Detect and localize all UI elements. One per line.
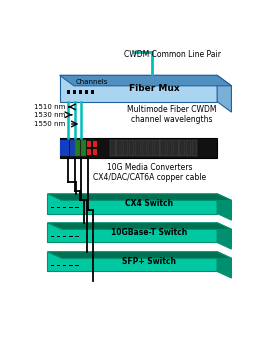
Bar <box>75 207 79 208</box>
Bar <box>93 149 97 155</box>
Text: CX4 Switch: CX4 Switch <box>125 199 173 208</box>
Bar <box>75 236 79 237</box>
Bar <box>186 141 191 156</box>
Bar <box>51 207 54 208</box>
Bar <box>110 141 116 156</box>
Text: 10G Media Converters: 10G Media Converters <box>107 163 192 172</box>
Polygon shape <box>217 223 232 249</box>
Bar <box>161 141 166 156</box>
Text: 10GBase-T Switch: 10GBase-T Switch <box>111 228 187 237</box>
Bar <box>57 207 60 208</box>
Text: 1550 nm: 1550 nm <box>34 121 65 127</box>
Polygon shape <box>47 223 232 229</box>
Bar <box>73 90 76 94</box>
Polygon shape <box>217 75 232 112</box>
Text: 1510 nm: 1510 nm <box>34 104 65 110</box>
Bar <box>70 141 74 156</box>
Text: Fiber Mux: Fiber Mux <box>129 84 180 93</box>
Bar <box>93 142 97 147</box>
Bar <box>69 207 73 208</box>
Polygon shape <box>47 194 232 200</box>
Polygon shape <box>217 194 232 220</box>
Bar <box>87 149 91 155</box>
Bar <box>75 141 80 156</box>
Bar <box>85 90 88 94</box>
Bar <box>129 141 134 156</box>
Bar <box>173 141 178 156</box>
Text: Multimode Fiber CWDM
channel wavelengths: Multimode Fiber CWDM channel wavelengths <box>127 105 217 124</box>
Bar <box>60 139 217 158</box>
Bar <box>192 141 197 156</box>
Bar <box>154 141 160 156</box>
Text: CWDM Common Line Pair: CWDM Common Line Pair <box>124 50 221 59</box>
Bar <box>179 141 185 156</box>
Text: 1530 nm: 1530 nm <box>34 112 65 118</box>
Polygon shape <box>60 75 232 86</box>
Bar <box>51 236 54 237</box>
Polygon shape <box>217 252 232 278</box>
Text: Channels: Channels <box>75 79 108 85</box>
Bar <box>87 142 91 147</box>
Bar <box>79 90 82 94</box>
Bar <box>57 236 60 237</box>
Text: SFP+ Switch: SFP+ Switch <box>122 257 176 266</box>
Bar <box>69 236 73 237</box>
Bar <box>167 141 172 156</box>
Polygon shape <box>60 75 217 102</box>
Bar <box>91 90 94 94</box>
Text: CX4/DAC/CAT6A copper cable: CX4/DAC/CAT6A copper cable <box>93 173 206 182</box>
Bar <box>60 141 69 156</box>
Bar <box>142 141 147 156</box>
Bar <box>148 141 153 156</box>
Polygon shape <box>47 194 217 213</box>
Polygon shape <box>47 223 217 242</box>
Bar <box>122 141 128 156</box>
Bar <box>63 207 66 208</box>
Bar <box>116 141 122 156</box>
Polygon shape <box>47 252 217 272</box>
Bar <box>63 236 66 237</box>
Bar <box>67 90 70 94</box>
Polygon shape <box>47 252 232 258</box>
Bar <box>135 141 141 156</box>
Bar <box>81 141 86 156</box>
